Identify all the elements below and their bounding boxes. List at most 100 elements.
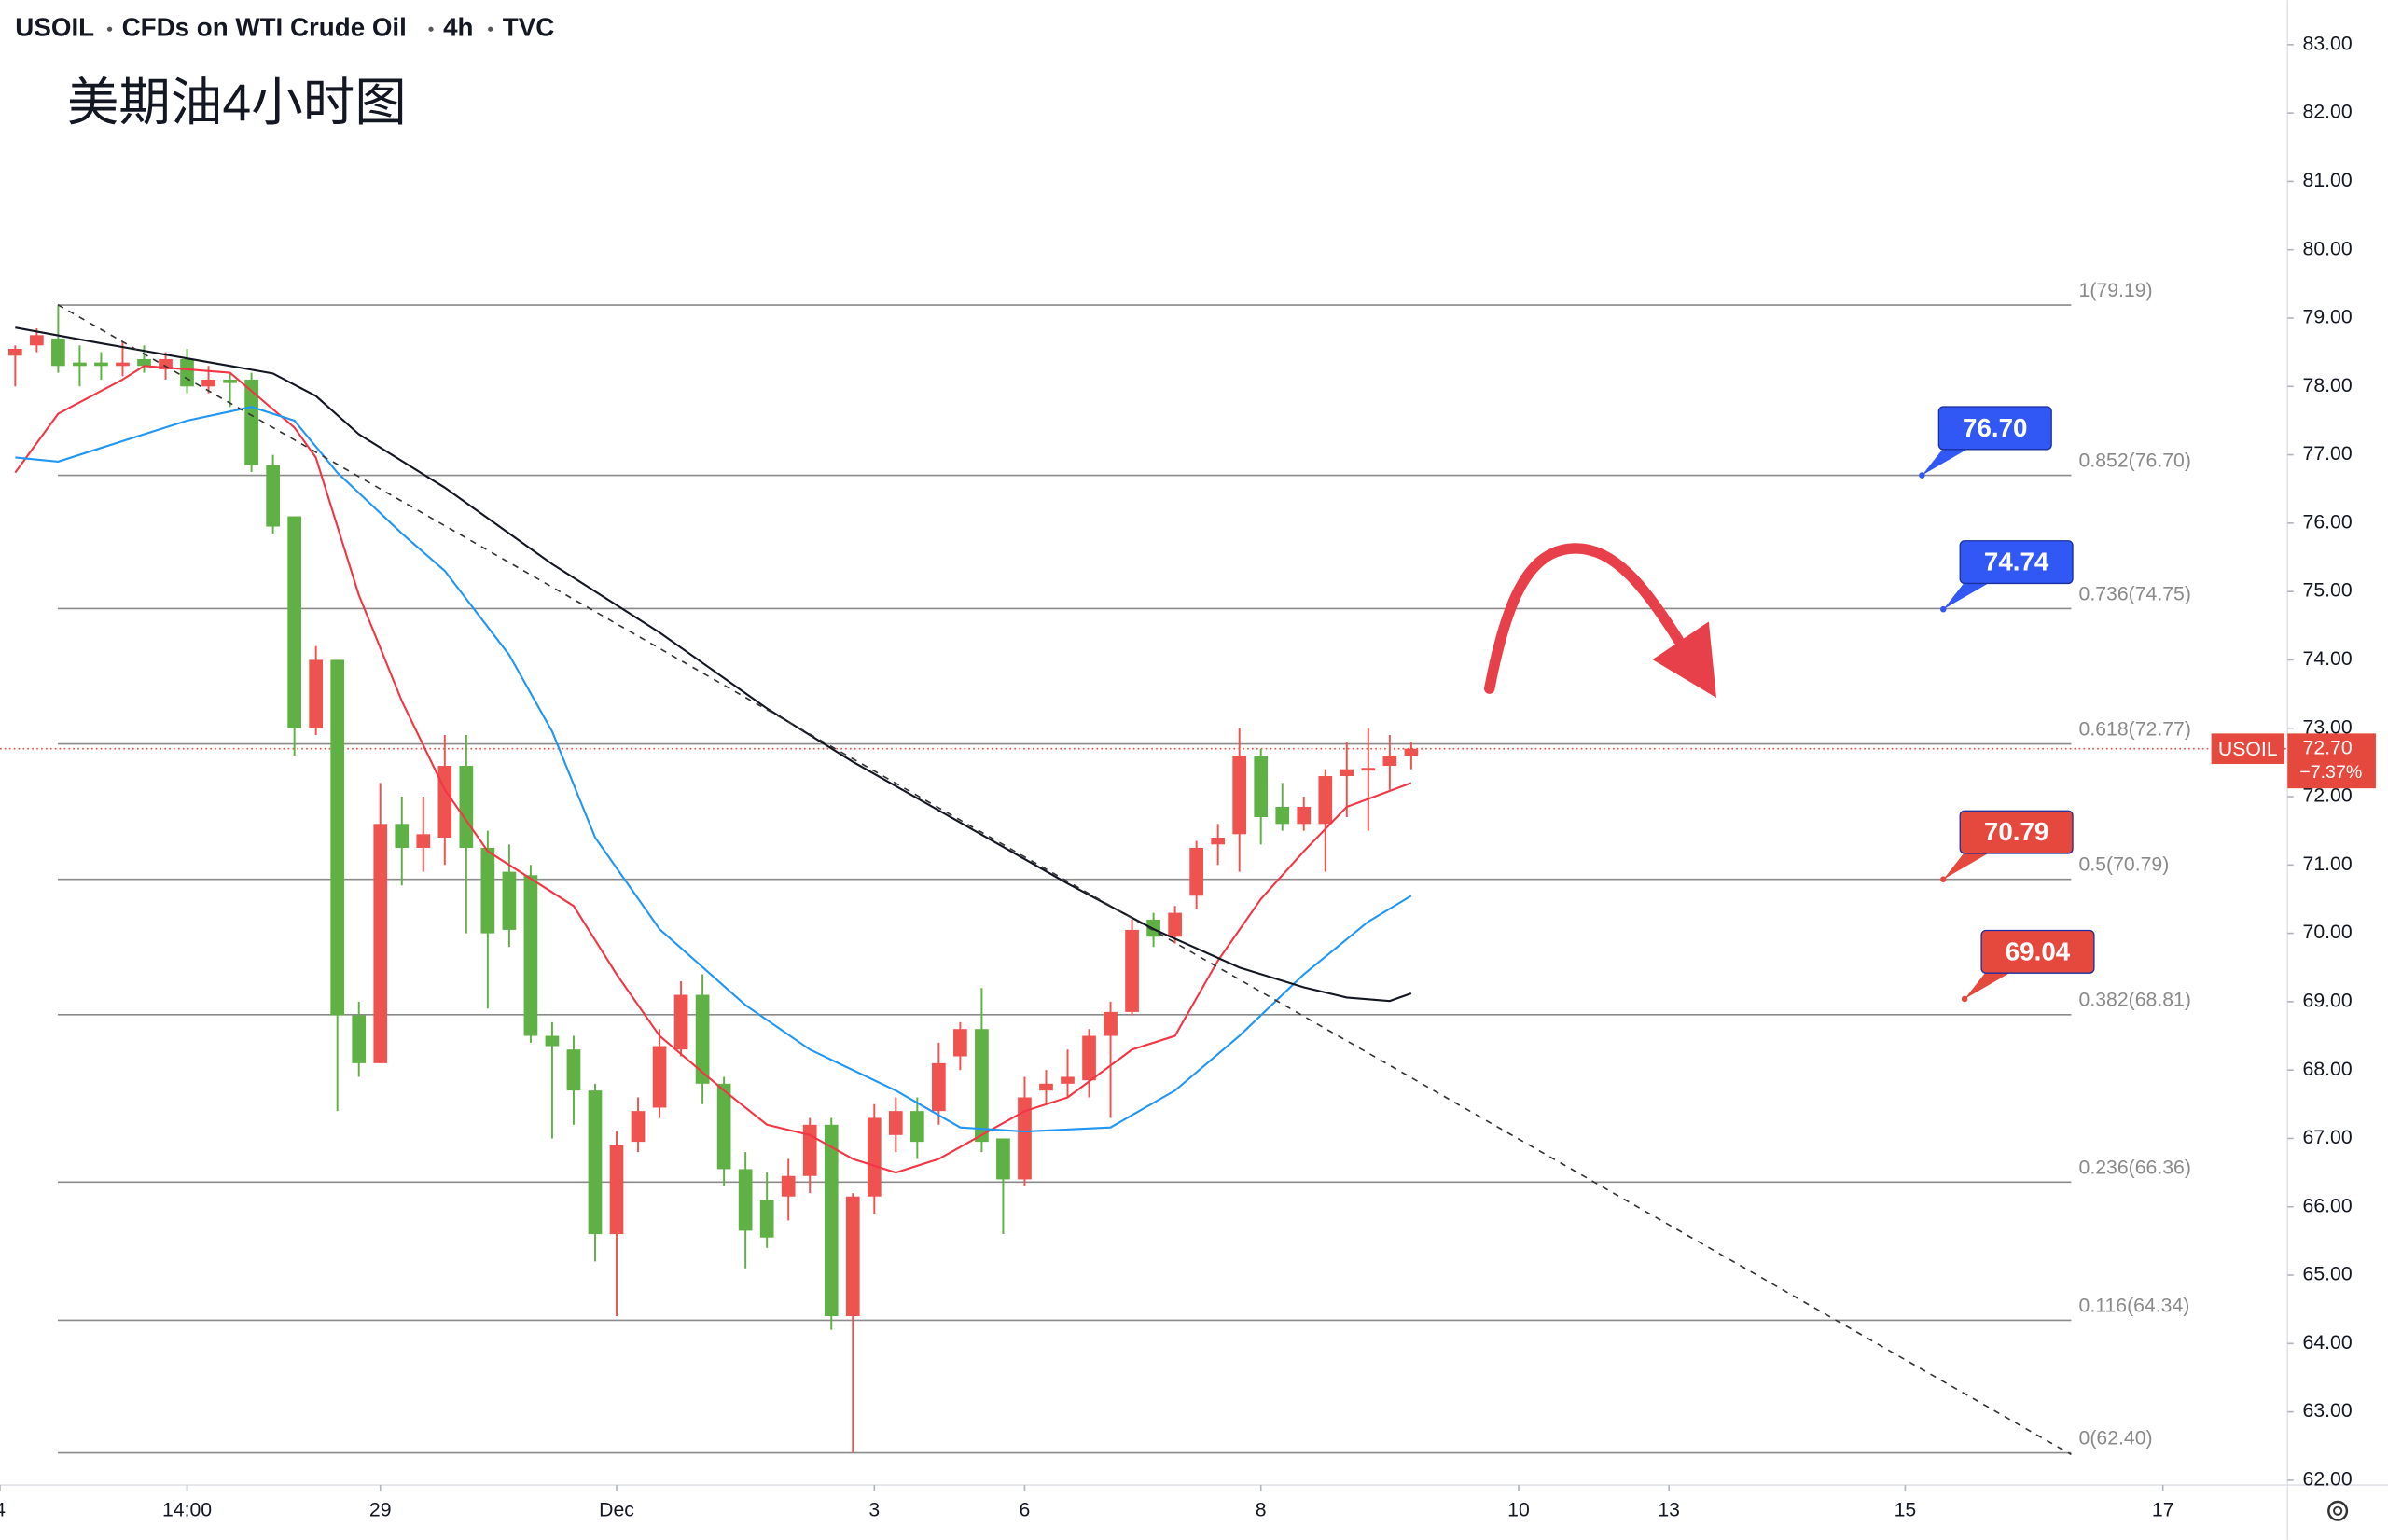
y-tick-label: 80.00 [2303,238,2353,259]
x-tick-label: 3 [868,1499,880,1520]
candle-body [1275,807,1290,825]
symbol-tag-label: USOIL [2218,739,2278,760]
candle-body [824,1124,839,1317]
x-tick-label: Dec [599,1499,634,1520]
x-tick-label: 29 [369,1499,392,1520]
candle-body [1297,807,1312,825]
axes: 62.00 63.00 64.00 65.00 66.00 67.00 68.00 69.00… [0,33,2376,1520]
x-tick-label: 14:00 [162,1499,212,1520]
y-tick-label: 79.00 [2303,307,2353,328]
y-tick-label: 63.00 [2303,1400,2353,1422]
x-tick-label: 6 [1020,1499,1031,1520]
candle-body [1125,929,1139,1012]
price-change-label: −7.37% [2299,762,2362,783]
candle-body [609,1145,624,1235]
y-tick-label: 76.00 [2303,511,2353,533]
candle-body [1189,847,1203,896]
candle-body [287,516,302,728]
separator [106,26,113,32]
fib-label: 0.236(66.36) [2079,1157,2191,1178]
symbol: USOIL [15,13,94,42]
callout-label: 76.70 [1963,413,2027,442]
callout-label: 70.79 [1984,817,2048,846]
candle-body [996,1138,1010,1180]
description: CFDs on WTI Crude Oil [122,13,407,42]
callout-anchor [1961,995,1968,1003]
candle-body [502,871,517,930]
moving-average [14,365,1412,1174]
y-tick-label: 70.00 [2303,922,2353,943]
callout-anchor [1940,605,1947,613]
candle-body [180,358,194,387]
forecast-arrow [1484,543,1684,694]
price-tag [2287,733,2376,789]
candle-body [7,348,22,356]
candle-body [545,1035,560,1047]
candle-body [1382,756,1397,767]
candle-body [73,362,87,367]
y-tick-label: 75.00 [2303,580,2353,602]
candle-body [695,994,710,1084]
candle-body [1404,748,1419,756]
candle-body [309,659,324,728]
candle-body [1018,1097,1032,1180]
candle-body [1168,912,1182,937]
candle-body [30,335,44,346]
fib-label: 0.618(72.77) [2079,718,2191,740]
candle-body [116,362,130,367]
candle-body [1061,1076,1075,1084]
candle-body [459,766,474,848]
y-tick-label: 65.00 [2303,1264,2353,1285]
candle-body [330,659,345,1016]
trend-line [57,304,2072,1456]
candle-body [888,1111,903,1135]
callout-label: 74.74 [1984,548,2049,576]
candle-body [94,362,108,367]
candle-body [395,824,410,848]
candle-body [1232,756,1247,835]
callout-box [1959,810,2074,854]
candle-body [373,824,388,1063]
candle-body [437,766,452,838]
y-tick-label: 66.00 [2303,1195,2353,1216]
y-tick-label: 68.00 [2303,1059,2353,1080]
y-tick-label: 64.00 [2303,1332,2353,1353]
y-tick-label: 69.00 [2303,990,2353,1011]
candle-body [867,1117,882,1197]
candle-body [1340,769,1354,777]
candle-body [1104,1011,1118,1036]
settings-icon[interactable] [2327,1500,2349,1521]
candle-body [759,1200,774,1238]
candle-body [1361,768,1376,771]
candle-body [1211,837,1226,845]
candle-body [1254,756,1269,817]
symbol-tag [2211,733,2284,765]
candle-body [352,1015,367,1063]
separator [488,26,493,32]
x-tick-label: 10 [1507,1499,1530,1520]
callout-anchor [1919,472,1925,479]
y-tick-label: 67.00 [2303,1127,2353,1148]
fib-label: 0.382(68.81) [2079,990,2191,1011]
x-tick-label: 8 [1256,1499,1267,1520]
callout-box [1959,540,2074,585]
candle-body [416,834,431,848]
x-tick-label: 4 [0,1499,6,1520]
fib-label: 0.736(74.75) [2079,583,2191,604]
x-tick-label: 13 [1658,1499,1680,1520]
forecast-arrow-head [1652,621,1716,698]
fib-label: 0.852(76.70) [2079,450,2191,471]
y-tick-label: 72.00 [2303,785,2353,807]
fib-label: 0.116(64.34) [2079,1295,2190,1316]
candle-body [802,1124,817,1176]
candle-body [1082,1035,1096,1081]
candle-body [1318,776,1333,825]
candle-body [716,1083,731,1170]
y-tick-label: 83.00 [2303,33,2353,54]
callout-box [1980,929,2095,974]
candle-body [244,379,258,465]
candle-body [738,1169,753,1231]
